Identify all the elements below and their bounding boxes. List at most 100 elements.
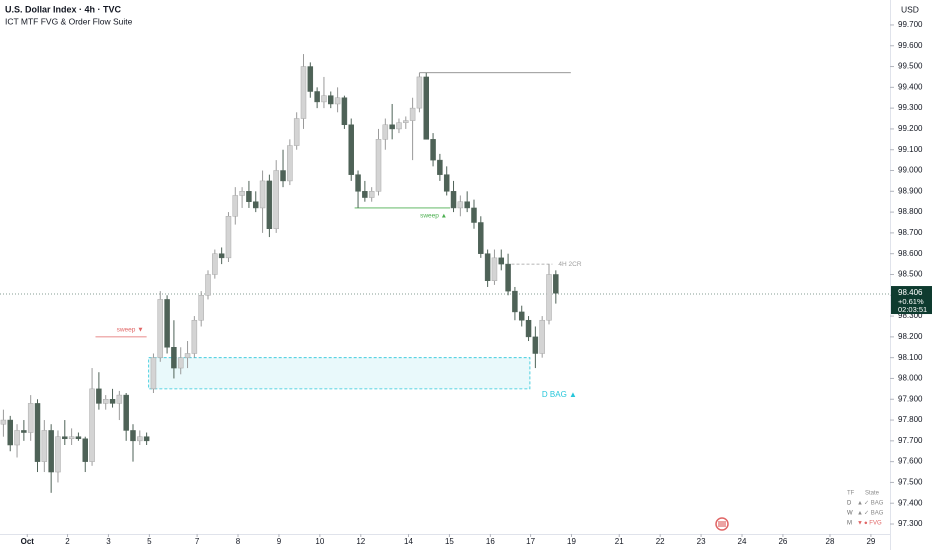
x-tick-label: 3 — [106, 537, 111, 546]
table-state: ✓ BAG — [864, 511, 884, 517]
candle-body — [512, 290, 518, 313]
x-tick-label: 22 — [656, 537, 665, 546]
candle-body — [348, 124, 354, 175]
candle-body — [287, 145, 293, 182]
y-tick-label: 98.600 — [898, 249, 923, 258]
flag-icon — [715, 517, 729, 531]
x-tick-label: 7 — [195, 537, 200, 546]
countdown: 02:03:51 — [898, 305, 927, 314]
candle-body — [532, 336, 539, 354]
candle-body — [34, 403, 41, 462]
candle-body — [293, 118, 300, 146]
candle-body — [191, 319, 198, 354]
table-arrow: ▲ — [857, 511, 863, 517]
candle-body — [280, 170, 286, 182]
x-tick-label: 10 — [315, 537, 324, 546]
candle-body — [450, 191, 457, 209]
x-tick-label: 8 — [236, 537, 241, 546]
candle-body — [198, 295, 204, 321]
candle-body — [102, 399, 109, 404]
candle-body — [368, 191, 375, 198]
candle-body — [82, 438, 88, 462]
x-tick-label: 17 — [526, 537, 535, 546]
y-tick-label: 98.000 — [898, 374, 923, 383]
y-tick-label: 98.700 — [898, 228, 923, 237]
candle-body — [96, 388, 102, 404]
candle-body — [184, 353, 191, 358]
candle-body — [443, 174, 450, 192]
candle-body — [382, 124, 389, 140]
y-tick-label: 97.600 — [898, 457, 923, 466]
level-label: sweep ▲ — [420, 213, 447, 220]
candle-body — [7, 419, 13, 446]
table-state: ● FVG — [864, 521, 882, 527]
x-tick-label: 24 — [738, 537, 747, 546]
y-tick-label: 98.500 — [898, 270, 923, 279]
y-tick-label: 99.600 — [898, 41, 923, 50]
y-tick-label: 97.300 — [898, 519, 923, 528]
candle-body — [307, 66, 314, 92]
y-tick-label: 97.900 — [898, 394, 923, 403]
candle-body — [116, 394, 123, 404]
candle-body — [341, 97, 348, 126]
table-tf: M — [847, 521, 852, 527]
candle-body — [218, 253, 225, 259]
y-tick-label: 99.700 — [898, 20, 923, 29]
candle-body — [396, 122, 402, 130]
candle-body — [252, 201, 259, 209]
candle-body — [89, 388, 95, 462]
candle-body — [21, 430, 27, 433]
y-tick-label: 98.800 — [898, 207, 923, 216]
candle-body — [471, 207, 477, 223]
table-tf: W — [847, 511, 853, 517]
candle-body — [314, 91, 320, 103]
zone-label: D BAG ▲ — [542, 390, 577, 399]
x-tick-label: 12 — [356, 537, 365, 546]
candle-body — [48, 430, 54, 473]
candle-body — [300, 66, 307, 119]
last-price-box — [891, 286, 932, 315]
level-label: sweep ▼ — [117, 327, 144, 334]
candle-body — [423, 76, 429, 140]
x-tick-label: 2 — [65, 537, 70, 546]
table-state: ✓ BAG — [864, 501, 884, 507]
candle-body — [457, 201, 464, 209]
candle-body — [246, 191, 252, 202]
x-tick-label: 5 — [147, 537, 152, 546]
table-header: TF — [847, 491, 855, 497]
y-tick-label: 98.100 — [898, 353, 923, 362]
candle-body — [266, 180, 273, 229]
table-arrow: ▲ — [857, 501, 863, 507]
fvg-zone — [148, 357, 531, 390]
y-tick-label: 99.400 — [898, 82, 923, 91]
x-tick-label: 19 — [567, 537, 576, 546]
candle-body — [27, 403, 34, 433]
candle-body — [484, 253, 491, 281]
candle-body — [143, 436, 150, 442]
y-tick-label: 98.300 — [898, 311, 923, 320]
y-tick-label: 99.500 — [898, 62, 923, 71]
y-tick-label: 97.500 — [898, 478, 923, 487]
x-tick-label: 26 — [778, 537, 787, 546]
candle-body — [525, 319, 532, 338]
candle-body — [150, 357, 157, 390]
table-tf: D — [847, 501, 852, 507]
candle-body — [164, 299, 170, 348]
candle-body — [62, 436, 68, 440]
candle-body — [123, 394, 129, 431]
y-tick-label: 99.000 — [898, 166, 923, 175]
chart-title: U.S. Dollar Index · 4h · TVC — [5, 4, 122, 14]
candle-body — [68, 436, 75, 440]
y-tick-label: 97.400 — [898, 498, 923, 507]
candle-body — [328, 95, 334, 105]
candle-body — [498, 257, 505, 265]
y-tick-label: 99.300 — [898, 103, 923, 112]
chart-subtitle: ICT MTF FVG & Order Flow Suite — [5, 16, 133, 26]
candle-body — [464, 201, 470, 209]
candle-body — [546, 274, 552, 321]
candle-body — [41, 430, 48, 462]
x-tick-label: 15 — [445, 537, 454, 546]
y-tick-label: 98.900 — [898, 186, 923, 195]
x-tick-label: 9 — [277, 537, 282, 546]
